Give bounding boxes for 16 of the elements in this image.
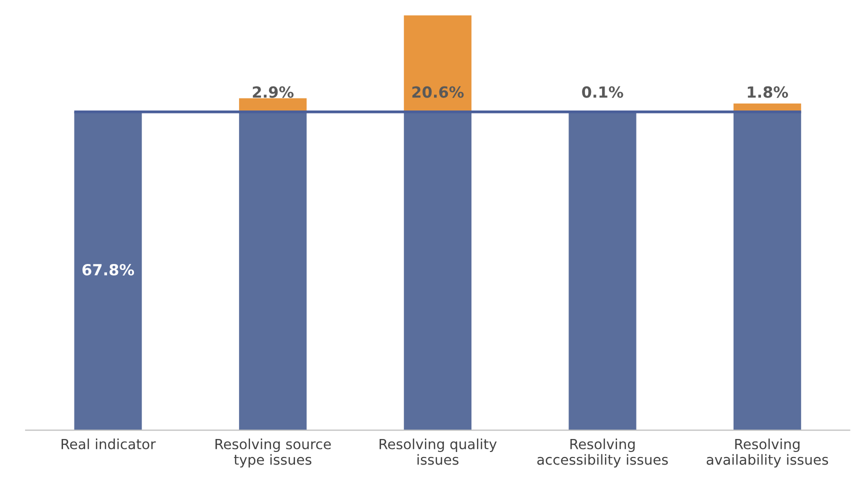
x-tick-label: Resolving accessibility issues — [537, 438, 668, 468]
bar — [74, 112, 142, 430]
bar — [568, 112, 636, 430]
data-label: 20.6% — [412, 86, 464, 98]
bar — [404, 15, 472, 112]
data-label: 1.8% — [748, 86, 788, 98]
bar — [239, 112, 307, 430]
x-tick-label: Resolving quality issues — [380, 438, 497, 465]
x-tick-label: Real indicator — [62, 438, 156, 450]
x-tick-label: Resolving availability issues — [706, 438, 828, 468]
x-tick-label: Resolving source type issues — [216, 438, 331, 468]
data-label: 67.8% — [82, 264, 134, 276]
bar — [404, 112, 472, 430]
data-label: 2.9% — [252, 86, 294, 98]
bar — [734, 112, 802, 430]
data-label: 0.1% — [582, 86, 624, 98]
